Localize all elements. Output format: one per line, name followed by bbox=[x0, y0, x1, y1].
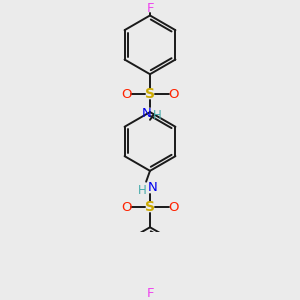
Text: N: N bbox=[141, 107, 151, 120]
Text: H: H bbox=[153, 110, 162, 122]
Text: H: H bbox=[138, 184, 147, 197]
Text: S: S bbox=[145, 87, 155, 101]
Text: S: S bbox=[145, 200, 155, 214]
Text: O: O bbox=[168, 88, 178, 101]
Text: F: F bbox=[146, 2, 154, 15]
Text: O: O bbox=[168, 201, 178, 214]
Text: F: F bbox=[146, 287, 154, 300]
Text: O: O bbox=[122, 88, 132, 101]
Text: O: O bbox=[122, 201, 132, 214]
Text: N: N bbox=[147, 181, 157, 194]
